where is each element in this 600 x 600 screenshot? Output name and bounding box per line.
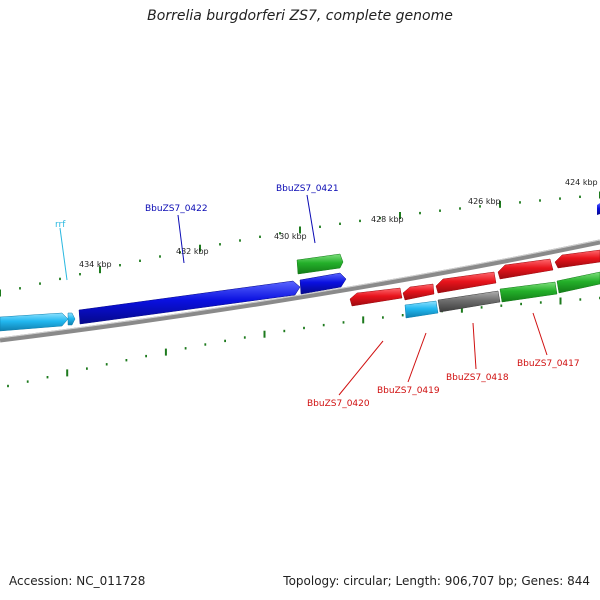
rrf-callout-line xyxy=(59,227,68,281)
bbuzs7-0421-callout-line xyxy=(306,194,316,244)
scale-label-428kbp: 428 kbp xyxy=(371,215,404,224)
accession-label: Accession: NC_011728 xyxy=(9,574,146,588)
scale-label-432kbp: 432 kbp xyxy=(176,247,209,256)
genome-summary: Topology: circular; Length: 906,707 bp; … xyxy=(283,574,590,588)
gene-label-bbuzs7-0418[interactable]: BbuZS7_0418 xyxy=(446,373,509,383)
gene-right-edge-blue[interactable] xyxy=(597,203,600,215)
bbuzs7-0418-callout-line xyxy=(472,322,477,370)
gene-bbuzs7-0417-green[interactable] xyxy=(499,281,558,303)
gene-bbuzs7-0419-red[interactable] xyxy=(402,283,435,301)
gene-label-bbuzs7-0420[interactable]: BbuZS7_0420 xyxy=(307,399,370,409)
map-title: Borrelia burgdorferi ZS7, complete genom… xyxy=(147,8,453,24)
gene-label-rrf[interactable]: rrf xyxy=(55,220,66,230)
inner-scale-ticks xyxy=(7,296,600,388)
bbuzs7-0420-callout-line xyxy=(338,340,384,396)
gene-bbuzs7-0419-cyan[interactable] xyxy=(404,300,439,319)
gene-bbuzs7-0421-green[interactable] xyxy=(296,253,344,275)
scale-label-426kbp: 426 kbp xyxy=(468,197,501,206)
gene-cyan-left[interactable] xyxy=(0,312,69,332)
gene-bbuzs7-0418-gray[interactable] xyxy=(437,290,501,313)
gene-rrf-arrow[interactable] xyxy=(67,312,76,326)
genome-backbone-highlight xyxy=(0,239,600,339)
bbuzs7-0422-callout-line xyxy=(177,214,185,264)
gene-bbuzs7-0420-red[interactable] xyxy=(349,287,403,307)
outer-scale-ticks xyxy=(0,191,600,297)
gene-bbuzs7-0422[interactable] xyxy=(78,280,301,325)
gene-bbuzs7-0421-blue[interactable] xyxy=(299,272,347,295)
gene-green-right-edge[interactable] xyxy=(556,271,600,294)
gene-red-right-edge[interactable] xyxy=(554,249,600,269)
bbuzs7-0417-callout-line xyxy=(532,312,548,356)
scale-label-430kbp: 430 kbp xyxy=(274,232,307,241)
gene-label-bbuzs7-0422[interactable]: BbuZS7_0422 xyxy=(145,204,208,214)
genome-backbone xyxy=(0,239,600,343)
scale-label-434kbp: 434 kbp xyxy=(79,260,112,269)
scale-label-424kbp: 424 kbp xyxy=(565,178,598,187)
gene-bbuzs7-0417-red[interactable] xyxy=(497,258,554,280)
gene-label-bbuzs7-0421[interactable]: BbuZS7_0421 xyxy=(276,184,339,194)
gene-label-bbuzs7-0417[interactable]: BbuZS7_0417 xyxy=(517,359,580,369)
gene-bbuzs7-0418-red[interactable] xyxy=(435,271,497,294)
bbuzs7-0419-callout-line xyxy=(407,332,427,383)
gene-label-bbuzs7-0419[interactable]: BbuZS7_0419 xyxy=(377,386,440,396)
